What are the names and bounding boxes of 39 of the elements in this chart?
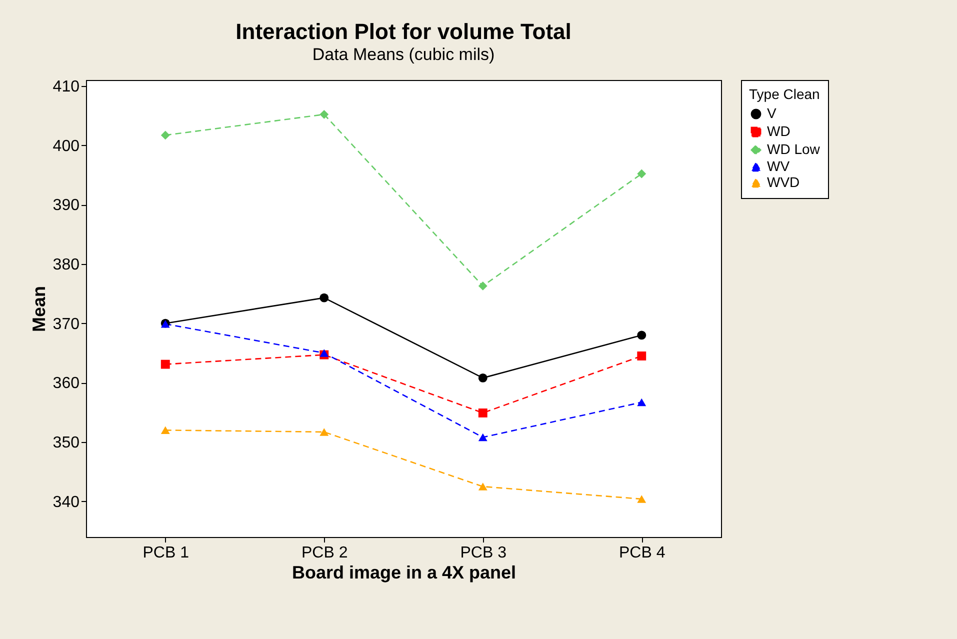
point [637, 398, 646, 406]
point [478, 408, 488, 418]
legend-label: WD Low [767, 141, 821, 157]
point [637, 352, 646, 360]
point [637, 495, 646, 503]
y-tick-label: 350 [52, 434, 80, 452]
point [160, 426, 170, 434]
y-axis-title: Mean [28, 286, 49, 332]
legend-label: V [767, 105, 777, 121]
point [478, 281, 488, 290]
x-tick-label: PCB 1 [142, 544, 190, 562]
point [478, 482, 488, 490]
legend-title: Type Clean [749, 86, 820, 102]
y-tick-label: 390 [52, 197, 80, 214]
y-tick-label: 410 [52, 78, 80, 96]
point [160, 360, 170, 369]
point [637, 330, 646, 340]
x-tick-label: PCB 4 [619, 544, 666, 562]
x-tick-label: PCB 2 [302, 544, 348, 562]
point [320, 349, 329, 357]
chart-subtitle: Data Means (cubic mils) [312, 44, 495, 64]
y-tick-label: 400 [52, 138, 80, 155]
point [637, 169, 646, 178]
y-tick-label: 370 [52, 316, 80, 333]
point [478, 373, 488, 382]
x-axis-title: Board image in a 4X panel [292, 562, 516, 582]
point [320, 428, 329, 436]
legend-label: WD [767, 123, 790, 139]
legend-label: WV [767, 158, 790, 174]
x-tick-label: PCB 3 [460, 544, 507, 562]
legend-label: WVD [767, 174, 800, 190]
point [320, 110, 329, 119]
y-tick-label: 360 [52, 375, 80, 392]
y-tick-label: 380 [52, 256, 80, 274]
y-tick-label: 340 [52, 494, 80, 511]
point [160, 130, 170, 140]
point [320, 293, 329, 302]
point [478, 433, 488, 442]
chart-title: Interaction Plot for volume Total [236, 18, 572, 44]
